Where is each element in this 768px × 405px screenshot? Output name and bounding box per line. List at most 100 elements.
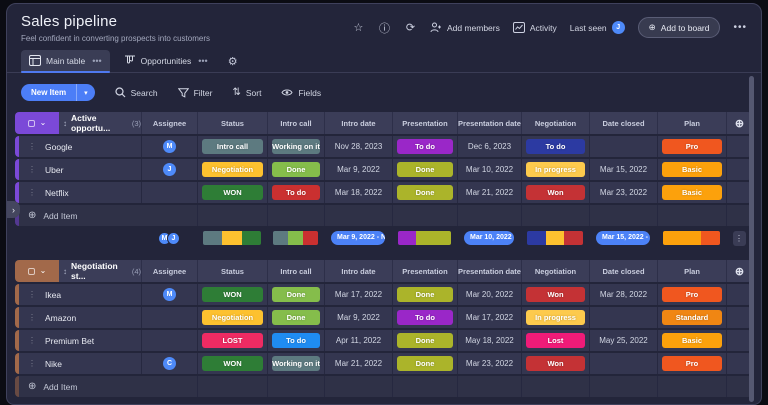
date-closed-range[interactable]: Mar 15, 2022 - ... [596, 231, 650, 245]
add-item-button[interactable]: ⊕ Add Item [19, 205, 197, 226]
search-button[interactable]: Search [115, 87, 158, 98]
status-badge[interactable]: WON [202, 185, 263, 200]
intro-date-cell[interactable]: Nov 28, 2023 [324, 136, 392, 157]
integrations-icon[interactable]: ⟳ [405, 22, 416, 34]
add-item-row[interactable]: ⊕ Add Item [15, 205, 753, 226]
status-badge[interactable]: Won [526, 185, 585, 200]
status-badge[interactable]: Done [272, 287, 320, 302]
date-closed-cell[interactable] [589, 136, 657, 157]
drag-handle-icon[interactable]: ⋮ [28, 313, 36, 322]
status-badge[interactable]: Won [526, 356, 585, 371]
status-badge[interactable]: WON [202, 287, 263, 302]
intro-date-cell[interactable]: Mar 9, 2022 [324, 307, 392, 328]
column-header-intro-date[interactable]: Intro date [324, 112, 392, 134]
presentation-date-cell[interactable]: May 18, 2022 [457, 330, 521, 351]
sidebar-expand-handle[interactable]: › [7, 201, 20, 218]
status-badge[interactable]: Pro [662, 287, 722, 302]
column-header-presentation[interactable]: Presentation [392, 112, 457, 134]
negotiation-cell[interactable]: To do [521, 136, 589, 157]
intro-call-distribution[interactable] [273, 231, 318, 245]
plan-cell[interactable]: Standard [657, 307, 726, 328]
status-badge[interactable]: Won [526, 287, 585, 302]
group-title-cell[interactable]: ↕ Active opportu... (3) [59, 112, 141, 134]
presentation-distribution[interactable] [398, 231, 451, 245]
drag-handle-icon[interactable]: ⋮ [28, 290, 36, 299]
activity-button[interactable]: Activity [512, 22, 557, 33]
negotiation-cell[interactable]: Won [521, 284, 589, 305]
drag-handle-icon[interactable]: ⋮ [28, 359, 36, 368]
new-item-dropdown-caret[interactable]: ▾ [76, 84, 95, 101]
status-badge[interactable]: To do [526, 139, 585, 154]
item-name-cell[interactable]: ⋮ Premium Bet [19, 330, 141, 351]
plan-cell[interactable]: Basic [657, 330, 726, 351]
status-badge[interactable]: Pro [662, 356, 722, 371]
column-header-presentation[interactable]: Presentation [392, 260, 457, 282]
add-column-button[interactable]: ⊕ [726, 112, 752, 134]
intro-date-cell[interactable]: Apr 11, 2022 [324, 330, 392, 351]
plan-cell[interactable]: Basic [657, 182, 726, 203]
drag-handle-icon[interactable]: ⋮ [28, 165, 36, 174]
column-header-intro-date[interactable]: Intro date [324, 260, 392, 282]
status-badge[interactable]: In progress [526, 310, 585, 325]
drag-handle-icon[interactable]: ⋮ [28, 188, 36, 197]
negotiation-distribution[interactable] [527, 231, 583, 245]
column-header-intro-call[interactable]: Intro call [267, 260, 324, 282]
column-header-status[interactable]: Status [197, 260, 267, 282]
vertical-scrollbar[interactable] [749, 76, 754, 402]
plan-cell[interactable]: Pro [657, 353, 726, 374]
assignee-cell[interactable] [141, 307, 197, 328]
intro-call-cell[interactable]: To do [267, 330, 324, 351]
tab-options-icon[interactable]: ••• [92, 55, 102, 66]
status-badge[interactable]: Lost [526, 333, 585, 348]
intro-date-cell[interactable]: Mar 18, 2022 [324, 182, 392, 203]
status-cell[interactable]: WON [197, 182, 267, 203]
item-name-cell[interactable]: ⋮ Ikea [19, 284, 141, 305]
presentation-cell[interactable]: To do [392, 136, 457, 157]
summary-menu-icon[interactable]: ⋮ [732, 230, 746, 246]
assignee-cell[interactable]: C [141, 353, 197, 374]
views-settings-gear-icon[interactable]: ⚙ [227, 55, 238, 68]
presentation-date-cell[interactable]: Dec 6, 2023 [457, 136, 521, 157]
column-header-date-closed[interactable]: Date closed [589, 112, 657, 134]
item-name-cell[interactable]: ⋮ Uber [19, 159, 141, 180]
assignee-cell[interactable] [141, 182, 197, 203]
status-badge[interactable]: Negotiation [202, 162, 263, 177]
status-badge[interactable]: To do [272, 185, 320, 200]
date-closed-cell[interactable]: May 25, 2022 [589, 330, 657, 351]
intro-date-cell[interactable]: Mar 21, 2022 [324, 353, 392, 374]
group-checkbox[interactable] [27, 119, 35, 127]
status-cell[interactable]: Intro call [197, 136, 267, 157]
assignee-cell[interactable]: M [141, 284, 197, 305]
plan-distribution[interactable] [663, 231, 720, 245]
intro-call-cell[interactable]: Done [267, 307, 324, 328]
column-header-presentation-date[interactable]: Presentation date [457, 112, 521, 134]
status-badge[interactable]: Basic [662, 333, 722, 348]
status-badge[interactable]: Done [272, 310, 320, 325]
status-badge[interactable]: Intro call [202, 139, 263, 154]
add-members-button[interactable]: Add members [430, 22, 500, 33]
status-badge[interactable]: Negotiation [202, 310, 263, 325]
status-badge[interactable]: Basic [662, 162, 722, 177]
status-badge[interactable]: Done [397, 333, 453, 348]
status-badge[interactable]: Pro [662, 139, 722, 154]
status-cell[interactable]: WON [197, 353, 267, 374]
status-badge[interactable]: To do [397, 139, 453, 154]
new-item-button[interactable]: New Item ▾ [21, 84, 95, 101]
column-header-assignee[interactable]: Assignee [141, 260, 197, 282]
intro-call-cell[interactable]: Working on it [267, 353, 324, 374]
status-badge[interactable]: Working on it [272, 356, 320, 371]
date-closed-cell[interactable] [589, 353, 657, 374]
filter-button[interactable]: Filter [177, 88, 212, 98]
presentation-date-cell[interactable]: Mar 10, 2022 [457, 159, 521, 180]
item-name-cell[interactable]: ⋮ Nike [19, 353, 141, 374]
plan-cell[interactable]: Pro [657, 136, 726, 157]
presentation-cell[interactable]: Done [392, 284, 457, 305]
status-badge[interactable]: Working on it [272, 139, 320, 154]
status-distribution[interactable] [203, 231, 261, 245]
intro-call-cell[interactable]: Working on it [267, 136, 324, 157]
intro-call-cell[interactable]: To do [267, 182, 324, 203]
status-badge[interactable]: Done [397, 162, 453, 177]
add-column-button[interactable]: ⊕ [726, 260, 752, 282]
negotiation-cell[interactable]: Lost [521, 330, 589, 351]
column-header-negotiation[interactable]: Negotiation [521, 260, 589, 282]
